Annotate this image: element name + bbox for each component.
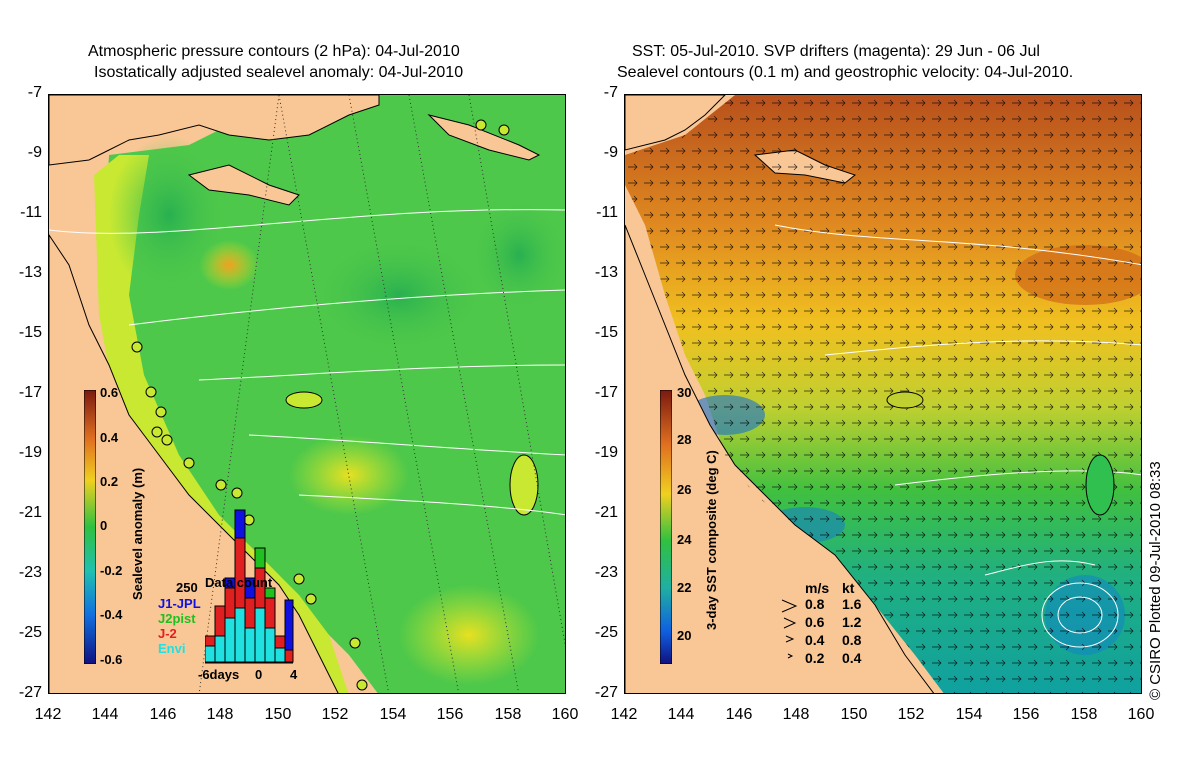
lat-tick: -7 (603, 84, 618, 101)
lat-tick: -19 (594, 444, 618, 461)
lon-tick: 144 (667, 706, 695, 723)
lon-tick: 146 (725, 706, 753, 723)
lat-tick: -21 (18, 504, 42, 521)
sla-cbar-tick: 0.6 (100, 385, 119, 400)
lon-tick: 144 (91, 706, 119, 723)
lat-tick: -9 (603, 144, 618, 161)
lon-tick: 148 (206, 706, 234, 723)
mission-j1jpl: J1-JPL (158, 596, 201, 611)
lat-tick: -13 (594, 264, 618, 281)
lon-tick: 146 (149, 706, 177, 723)
lat-tick: -9 (27, 144, 42, 161)
inset-xtick: 4 (290, 667, 298, 682)
lat-tick: -11 (596, 204, 618, 221)
lon-tick: 152 (321, 706, 349, 723)
velocity-legend-ms: 0.2 (805, 650, 825, 666)
data-count-value: 250 (176, 580, 198, 595)
lon-tick: 156 (1012, 706, 1040, 723)
velocity-legend-ms-header: m/s (805, 580, 830, 596)
sla-cbar-tick: 0.4 (100, 430, 119, 445)
sealevel-colorbar (84, 390, 96, 664)
right-title-line1: SST: 05-Jul-2010. SVP drifters (magenta)… (632, 43, 1040, 60)
sst-cbar-tick: 26 (677, 482, 692, 497)
sealevel-map-canvas (49, 95, 565, 693)
sla-cbar-label: Sealevel anomaly (m) (130, 467, 145, 600)
lon-tick: 150 (840, 706, 868, 723)
lon-tick: 160 (551, 706, 579, 723)
left-title-line1: Atmospheric pressure contours (2 hPa): 0… (88, 43, 460, 60)
data-count-title: Data count (205, 575, 273, 590)
sla-cbar-tick: -0.6 (100, 652, 123, 667)
velocity-legend-kt: 1.2 (842, 614, 862, 630)
lat-tick: -17 (18, 384, 42, 401)
lon-tick: 142 (610, 706, 638, 723)
sst-cbar-tick: 28 (677, 432, 692, 447)
lon-tick: 158 (494, 706, 522, 723)
lat-tick: -11 (20, 204, 42, 221)
lon-tick: 154 (379, 706, 407, 723)
velocity-legend-arrows (781, 599, 798, 659)
mission-j2: J-2 (158, 626, 177, 641)
sla-cbar-tick: -0.2 (100, 563, 123, 578)
sst-cbar-label: 3-day SST composite (deg C) (704, 450, 719, 630)
sst-map-canvas (625, 95, 1141, 693)
right-title-line2: Sealevel contours (0.1 m) and geostrophi… (617, 64, 1074, 81)
sst-cbar-tick: 22 (677, 580, 692, 595)
velocity-legend-kt: 1.6 (842, 596, 862, 612)
velocity-legend-kt-header: kt (842, 580, 855, 596)
lon-tick: 148 (782, 706, 810, 723)
sst-cbar-tick: 24 (677, 532, 692, 547)
mission-envi: Envi (158, 641, 186, 656)
sla-cbar-tick: -0.4 (100, 607, 123, 622)
lat-tick: -23 (18, 564, 42, 581)
lat-tick: -25 (594, 624, 618, 641)
lon-tick: 150 (264, 706, 292, 723)
lat-tick: -23 (594, 564, 618, 581)
lat-tick: -15 (18, 324, 42, 341)
sst-map (624, 94, 1142, 694)
velocity-legend-ms: 0.6 (805, 614, 825, 630)
lat-tick: -7 (27, 84, 42, 101)
mission-j2pist: J2pist (158, 611, 196, 626)
lat-tick: -19 (18, 444, 42, 461)
sst-cbar-tick: 30 (677, 385, 692, 400)
lon-tick: 160 (1127, 706, 1155, 723)
sealevel-map (48, 94, 566, 694)
velocity-legend-ms: 0.8 (805, 596, 825, 612)
left-title-line2: Isostatically adjusted sealevel anomaly:… (94, 64, 464, 81)
csiro-credit: © CSIRO Plotted 09-Jul-2010 08:33 (1147, 461, 1164, 700)
velocity-legend-ms: 0.4 (805, 632, 825, 648)
sla-cbar-tick: 0.2 (100, 474, 119, 489)
lat-tick: -27 (594, 684, 618, 701)
lat-tick: -21 (594, 504, 618, 521)
lon-tick: 154 (955, 706, 983, 723)
lon-tick: 158 (1070, 706, 1098, 723)
lat-tick: -15 (594, 324, 618, 341)
lon-tick: 152 (897, 706, 925, 723)
lon-tick: 142 (34, 706, 62, 723)
velocity-legend-kt: 0.8 (842, 632, 862, 648)
sla-cbar-tick: 0 (100, 518, 108, 533)
data-count-histogram (205, 509, 294, 664)
lat-tick: -17 (594, 384, 618, 401)
inset-xtick: 0 (255, 667, 263, 682)
velocity-legend-kt: 0.4 (842, 650, 862, 666)
lat-tick: -13 (18, 264, 42, 281)
sst-colorbar (660, 390, 672, 664)
lat-tick: -27 (18, 684, 42, 701)
inset-xtick: -6days (198, 667, 240, 682)
sst-cbar-tick: 20 (677, 628, 692, 643)
lon-tick: 156 (436, 706, 464, 723)
lat-tick: -25 (18, 624, 42, 641)
